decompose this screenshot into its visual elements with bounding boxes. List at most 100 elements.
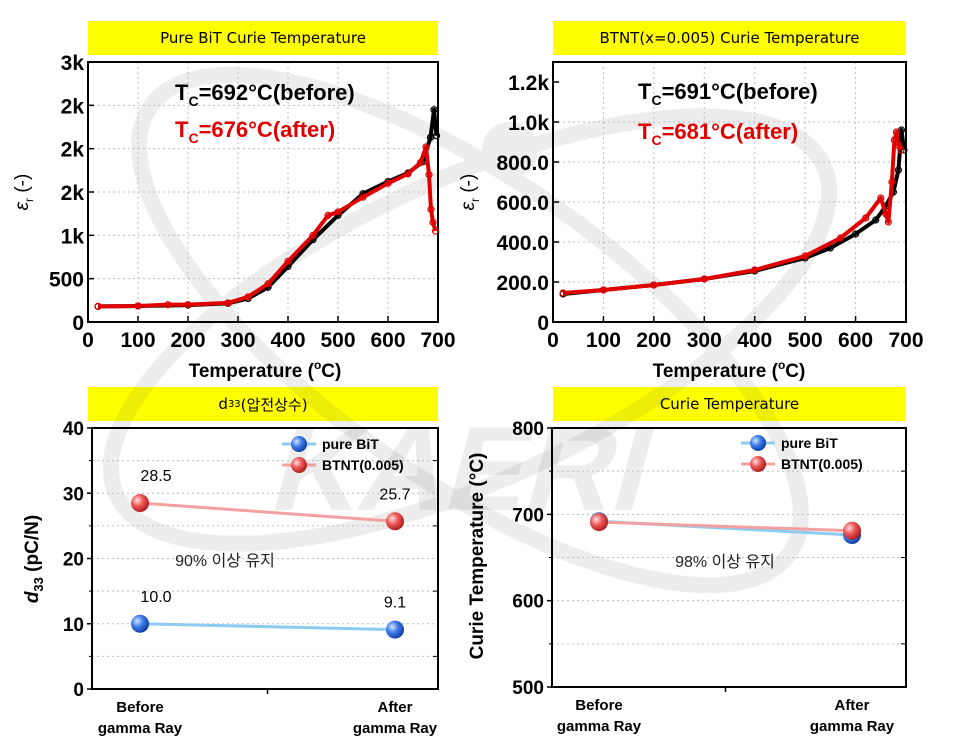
chart2-series-after-point [897,146,905,154]
chart2-series-after-point [884,218,892,226]
chart1-series-after-point [416,158,425,167]
chart2-series [559,126,908,298]
chart3-legend-swatch-marker [291,436,307,452]
chart2-xtick-label: 700 [888,329,923,352]
chart3-series-marker [131,494,149,513]
chart4-ytick-label: 600 [512,592,544,613]
chart1-series-after-point [134,302,142,310]
chart2-series-before-point [894,166,903,174]
chart1-ytick-label: 500 [49,269,84,292]
chart2-series-before-line [562,128,906,296]
chart3-legend-label: BTNT(0.005) [322,457,404,473]
chart1-ytick-label: 3k [61,52,85,75]
chart1-ylabel: εr (-) [12,174,36,211]
chart3-ytick-label: 0 [73,680,84,701]
chart3-series: 10.0 9.1 28.5 25.7 pure BiT BTNT(0.005) [131,436,411,639]
chart2-xtick-label: 100 [586,329,621,352]
chart3-data-label: 25.7 [379,486,410,503]
chart4: 500 600 700 800 Before gamma Ray After gamma Ra… [467,419,907,735]
chart1-ytick-label: 2k [61,139,85,162]
chart3-xtick-label: After [377,699,412,716]
chart2-xtick-label: 500 [788,329,823,352]
chart2-grid [553,62,906,322]
chart4-xtick-label: gamma Ray [810,718,895,735]
chart2-series-after-point [801,252,809,260]
chart2-series-after-point [888,178,896,186]
chart3-series-marker [131,614,149,633]
chart2-series-after-point [650,281,658,289]
chart3-series-marker [386,620,404,639]
chart3-title: d 33 (압전상수) [88,387,438,421]
chart1-series-after-point [94,302,102,310]
chart2-xtick-label: 0 [547,329,559,352]
chart2-ytick-label: 1.2k [508,72,549,95]
chart1-series-after-point [431,227,440,235]
chart1-series-after-point [429,218,437,226]
chart1-series-after-line [97,144,438,309]
chart1-series-after-point [184,301,192,309]
chart3-series-marker [386,512,404,531]
chart4-xtick-label: gamma Ray [557,718,642,735]
chart3-title-sub: 33 [227,398,241,410]
chart3-legend-label: pure BiT [322,436,379,452]
chart1-series-after-point [244,293,252,301]
chart1-xtick-label: 600 [370,329,405,352]
chart3-legend-swatch-marker [291,457,307,473]
chart2-series-after-line [562,130,903,295]
chart2: 0 100 200 300 400 500 600 700 0 200.0 400.0 600.0 80… [458,61,924,382]
chart3: 0 10 20 30 40 Before gamma Ray After gamma Ray 1… [22,419,439,737]
chart1-annotation-after: TC=676°C(after) [175,117,335,146]
chart2-series-after-point [862,214,870,222]
watermark [102,66,838,594]
chart3-data-label: 10.0 [140,589,171,606]
chart2-ytick-label: 0 [537,312,549,335]
chart2-title: BTNT(x=0.005) Curie Temperature [553,21,906,55]
chart1-ytick-label: 0 [72,312,84,335]
chart3-series-line [139,622,396,632]
chart2-series-after-point [877,194,885,202]
chart2-xtick-label: 400 [737,329,772,352]
chart1-series-after-point [404,170,412,178]
chart3-title-main: d [218,395,228,413]
chart4-series-line [598,520,853,533]
chart2-series-after-point [751,266,759,274]
chart4-series: pure BiT BTNT(0.005) [590,435,863,545]
chart1-xtick-label: 700 [420,329,455,352]
chart1-grid [88,62,438,322]
chart3-xtick-label: gamma Ray [98,720,183,737]
chart1-ytick-label: 2k [61,182,85,205]
chart4-xtick-label: Before [575,697,623,714]
chart4-xtick-label: After [834,697,869,714]
chart3-xtick-label: gamma Ray [353,720,438,737]
chart4-ytick-label: 500 [512,678,544,699]
chart4-annotation: 98% 이상 유지 [675,553,775,571]
chart1-series-after-point [334,208,342,216]
chart2-series-before-point [872,216,880,224]
chart3-annotation: 90% 이상 유지 [175,552,275,570]
chart2-ytick-label: 600.0 [496,192,549,215]
chart4-title: Curie Temperature [553,387,906,421]
chart4-ticks: 500 600 700 800 Before gamma Ray After gamma Ra… [512,419,906,735]
chart2-series-after-point [836,234,845,242]
chart2-xtick-label: 200 [636,329,671,352]
chart4-legend-swatch-marker [750,456,766,472]
chart2-series-after-point [890,136,899,144]
chart1-ytick-label: 2k [61,95,85,118]
chart4-legend-swatch-marker [750,435,766,451]
chart1-series-after-point [425,171,433,179]
chart4-series-marker [590,513,608,532]
chart1-series-after-point [422,143,430,151]
chart1-series-after-point [224,299,232,307]
chart4-ylabel: Curie Temperature (°C) [467,453,488,660]
chart2-ticks: 0 100 200 300 400 500 600 700 0 200.0 400.0 600.0 80… [496,72,923,352]
chart1-xtick-label: 400 [270,329,305,352]
chart2-series-after-point [599,286,608,294]
chart4-grid [552,470,906,645]
chart2-ytick-label: 400.0 [496,232,549,255]
chart1-series-after-point [427,205,435,213]
chart3-ytick-label: 10 [63,615,84,636]
chart2-annotation-before: TC=691°C(before) [638,79,818,108]
chart3-ytick-label: 40 [63,419,84,440]
chart1-title: Pure BiT Curie Temperature [88,21,438,55]
